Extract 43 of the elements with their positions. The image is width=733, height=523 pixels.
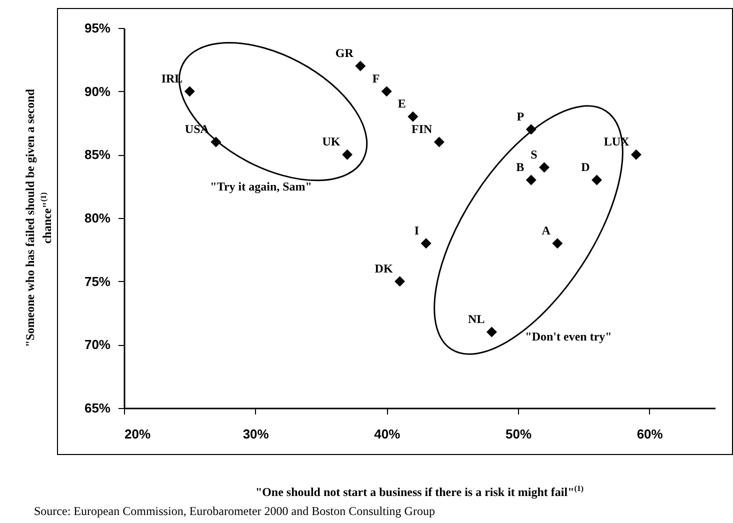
y-tick-label: 90% [84,84,111,99]
annotation: DK [374,261,394,276]
annotation: S [530,147,538,162]
annotation: P [516,109,524,124]
source-note: Source: European Commission, Eurobarometer 2000 and Boston Consulting Group [34,504,435,519]
annotation: I [414,223,420,238]
point [342,149,353,160]
point [630,149,642,160]
point [184,86,195,97]
point [355,60,366,72]
x-tick-label: 60% [636,426,664,442]
y-tick-label: 85% [84,147,111,162]
annotation: NL [468,312,485,326]
annotation: FIN [412,122,433,136]
annotation: UK [322,134,341,149]
annotation: E [398,96,406,111]
point [486,326,497,338]
point [420,238,432,249]
point [552,238,563,249]
annotation: D [581,160,590,174]
y-tick-label: 75% [84,274,111,289]
y-tick-label: 65% [84,400,111,416]
annotation: F [372,71,380,86]
y-tick-label: 70% [84,337,111,352]
y-tick-label: 80% [84,210,111,226]
annotation: "Don't even try" [525,330,612,345]
point [592,174,602,186]
point [434,136,444,148]
point [526,174,536,186]
annotation: "Try it again, Sam" [210,179,312,194]
point [394,276,406,287]
point [408,111,418,122]
annotation: A [542,223,551,238]
annotation: GR [335,46,354,60]
annotation: B [516,160,524,174]
x-axis-title: "One should not start a business if there is a risk it might fail"$^{(1)}$ [254,484,585,500]
point [539,162,550,173]
x-tick-label: 40% [374,426,401,442]
x-tick-label: 50% [505,426,532,442]
point [381,86,392,97]
x-tick-label: 20% [124,426,151,442]
x-tick-label: 30% [242,426,270,442]
y-tick-label: 95% [84,20,111,36]
